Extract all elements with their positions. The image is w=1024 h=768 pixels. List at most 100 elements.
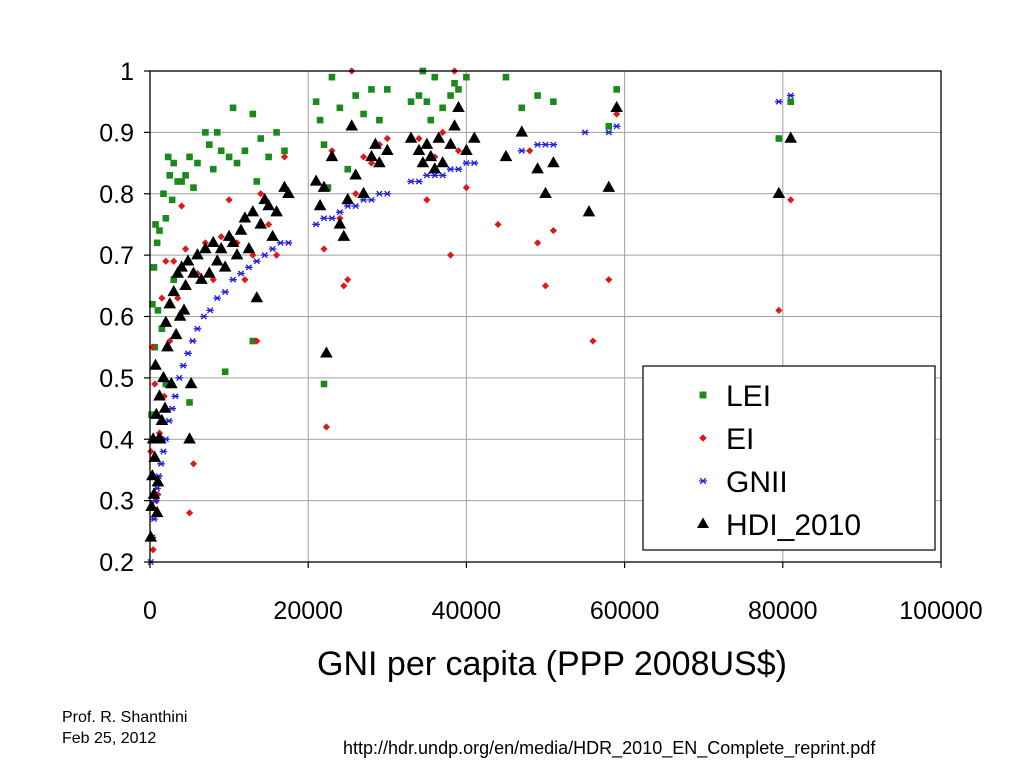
data-point	[166, 172, 174, 179]
data-point	[412, 143, 426, 155]
data-point	[206, 307, 214, 314]
data-point	[423, 196, 431, 204]
legend-marker	[699, 391, 707, 399]
data-point	[431, 153, 439, 161]
data-point	[312, 98, 320, 105]
data-point	[499, 149, 513, 162]
legend-label: LEI	[726, 380, 771, 413]
data-point	[151, 380, 159, 388]
data-point	[168, 405, 176, 412]
data-point	[531, 162, 544, 174]
data-point	[157, 370, 170, 383]
data-point	[455, 86, 462, 93]
y-tick-label: 1	[120, 58, 134, 86]
data-point	[190, 184, 197, 191]
y-tick-label: 0.4	[99, 426, 134, 454]
data-point	[431, 73, 439, 81]
source-url: http://hdr.undp.org/en/media/HDR_2010_EN…	[343, 738, 876, 758]
data-point	[369, 137, 382, 149]
data-point	[375, 190, 384, 197]
data-point	[221, 288, 229, 296]
data-point	[407, 98, 415, 105]
data-point	[430, 172, 439, 179]
data-point	[177, 303, 191, 315]
data-point	[159, 315, 173, 327]
data-point	[230, 248, 244, 260]
data-point	[352, 190, 360, 198]
legend-label: EI	[726, 423, 754, 456]
data-point	[221, 368, 229, 376]
data-point	[451, 79, 458, 87]
data-point	[237, 270, 245, 277]
series-hdi-2010	[144, 100, 798, 542]
data-point	[786, 92, 795, 99]
data-point	[602, 180, 616, 192]
data-point	[214, 241, 228, 254]
data-point	[352, 92, 359, 99]
data-point	[320, 346, 333, 358]
data-point	[193, 269, 202, 278]
data-point	[360, 110, 367, 118]
data-point	[316, 116, 324, 124]
data-point	[165, 417, 173, 424]
data-point	[381, 143, 394, 155]
data-point	[166, 337, 174, 345]
data-point	[539, 186, 552, 198]
data-point	[209, 276, 217, 284]
data-point	[164, 153, 172, 161]
data-point	[170, 159, 178, 167]
data-point	[320, 245, 328, 253]
data-point	[404, 131, 418, 143]
data-point	[270, 205, 283, 217]
data-point	[171, 393, 180, 400]
data-point	[581, 129, 589, 136]
data-point	[367, 196, 376, 204]
data-point	[454, 147, 463, 155]
data-point	[281, 147, 288, 155]
y-tick-label: 0.2	[99, 549, 134, 577]
data-point	[184, 377, 198, 389]
data-point	[265, 220, 273, 229]
data-point	[162, 257, 170, 265]
y-tick-label: 0.6	[99, 304, 134, 332]
data-point	[186, 399, 193, 406]
data-point	[328, 73, 336, 81]
data-point	[245, 264, 253, 271]
data-point	[253, 337, 261, 345]
data-point	[213, 129, 221, 136]
data-point	[320, 141, 328, 148]
data-point	[541, 141, 550, 148]
data-point	[462, 159, 471, 167]
data-point	[373, 156, 386, 168]
data-point	[324, 184, 332, 191]
data-point	[226, 235, 240, 248]
data-point	[157, 460, 165, 467]
data-point	[150, 407, 163, 419]
data-point	[158, 294, 166, 302]
data-point	[199, 313, 208, 320]
data-point	[149, 300, 156, 308]
data-point	[234, 223, 248, 235]
data-point	[407, 178, 415, 185]
data-point	[153, 432, 167, 444]
data-point	[284, 239, 293, 246]
data-point	[249, 110, 257, 118]
data-point	[448, 119, 461, 131]
data-point	[415, 178, 423, 185]
data-point	[217, 147, 225, 155]
data-point	[179, 362, 188, 369]
data-point	[533, 239, 542, 247]
data-point	[533, 141, 542, 148]
data-point	[309, 174, 323, 186]
x-axis-title: GNI per capita (PPP 2008US$)	[317, 645, 787, 683]
data-point	[171, 266, 184, 278]
data-point	[515, 125, 529, 137]
data-point	[155, 429, 164, 437]
data-point	[238, 211, 252, 223]
data-point	[179, 278, 192, 291]
data-point	[173, 309, 187, 321]
data-point	[775, 135, 783, 142]
data-point	[423, 172, 431, 179]
data-point	[249, 337, 257, 345]
